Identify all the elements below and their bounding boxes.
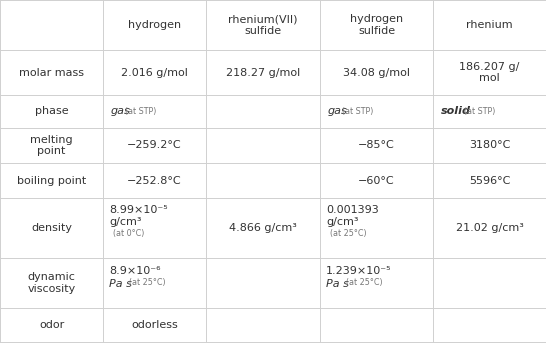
Text: 5596°C: 5596°C <box>469 176 510 185</box>
Text: Pa s: Pa s <box>326 279 349 289</box>
Text: 4.866 g/cm³: 4.866 g/cm³ <box>229 223 297 233</box>
Text: Pa s: Pa s <box>109 279 132 289</box>
Text: (at STP): (at STP) <box>464 107 495 116</box>
Text: (at 0°C): (at 0°C) <box>113 229 144 238</box>
Text: melting
point: melting point <box>30 135 73 156</box>
Text: odor: odor <box>39 320 64 330</box>
Text: −252.8°C: −252.8°C <box>127 176 182 185</box>
Text: g/cm³: g/cm³ <box>109 217 141 227</box>
Text: rhenium: rhenium <box>466 20 513 30</box>
Text: molar mass: molar mass <box>19 67 84 77</box>
Text: hydrogen: hydrogen <box>128 20 181 30</box>
Text: dynamic
viscosity: dynamic viscosity <box>27 272 76 294</box>
Text: hydrogen
sulfide: hydrogen sulfide <box>350 14 403 36</box>
Text: density: density <box>31 223 72 233</box>
Text: gas: gas <box>111 106 130 117</box>
Text: rhenium(VII)
sulfide: rhenium(VII) sulfide <box>228 14 298 36</box>
Text: gas: gas <box>328 106 348 117</box>
Text: (at 25°C): (at 25°C) <box>346 278 382 287</box>
Text: (at STP): (at STP) <box>342 107 374 116</box>
Text: solid: solid <box>441 106 471 117</box>
Text: 3180°C: 3180°C <box>469 140 510 151</box>
Text: 8.9×10⁻⁶: 8.9×10⁻⁶ <box>109 266 161 276</box>
Text: (at 25°C): (at 25°C) <box>129 278 165 287</box>
Text: odorless: odorless <box>131 320 178 330</box>
Text: g/cm³: g/cm³ <box>326 217 359 227</box>
Text: 2.016 g/mol: 2.016 g/mol <box>121 67 188 77</box>
Text: (at 25°C): (at 25°C) <box>330 229 366 238</box>
Text: −85°C: −85°C <box>358 140 395 151</box>
Text: phase: phase <box>35 106 68 117</box>
Text: −60°C: −60°C <box>358 176 395 185</box>
Text: 21.02 g/cm³: 21.02 g/cm³ <box>455 223 524 233</box>
Text: 0.001393: 0.001393 <box>326 205 379 215</box>
Text: boiling point: boiling point <box>17 176 86 185</box>
Text: 1.239×10⁻⁵: 1.239×10⁻⁵ <box>326 266 391 276</box>
Text: 34.08 g/mol: 34.08 g/mol <box>343 67 410 77</box>
Text: 8.99×10⁻⁵: 8.99×10⁻⁵ <box>109 205 168 215</box>
Text: (at STP): (at STP) <box>126 107 157 116</box>
Text: 186.207 g/
mol: 186.207 g/ mol <box>459 62 520 83</box>
Text: −259.2°C: −259.2°C <box>127 140 182 151</box>
Text: 218.27 g/mol: 218.27 g/mol <box>226 67 300 77</box>
